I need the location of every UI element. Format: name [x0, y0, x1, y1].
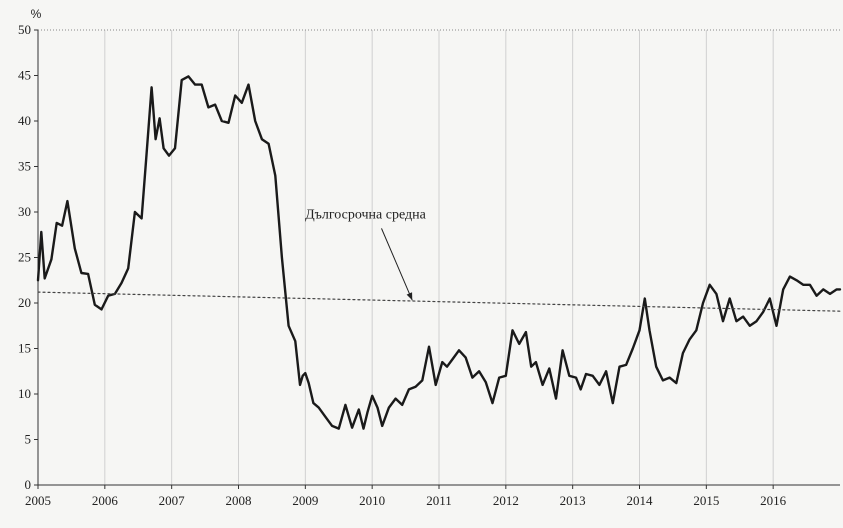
- annotation-arrow-line: [381, 228, 413, 301]
- x-tick-label: 2012: [493, 493, 519, 508]
- annotation-label: Дългосрочна средна: [305, 207, 426, 222]
- x-tick-label: 2016: [760, 493, 787, 508]
- x-tick-label: 2010: [359, 493, 385, 508]
- long-term-average-line: [37, 291, 841, 312]
- x-tick-label: 2008: [226, 493, 252, 508]
- x-tick-label: 2011: [426, 493, 452, 508]
- y-tick-label: 40: [18, 113, 31, 128]
- data-series-line: [36, 75, 842, 430]
- x-tick-label: 2013: [560, 493, 586, 508]
- annotation-arrowhead: [406, 292, 413, 301]
- y-tick-label: 0: [25, 477, 32, 492]
- x-tick-label: 2006: [92, 493, 119, 508]
- y-axis-unit-label: %: [31, 7, 42, 21]
- y-tick-label: 10: [18, 386, 31, 401]
- y-tick-label: 25: [18, 250, 31, 265]
- x-tick-label: 2009: [292, 493, 318, 508]
- x-tick-label: 2015: [693, 493, 719, 508]
- y-tick-label: 35: [18, 159, 31, 174]
- y-tick-label: 50: [18, 22, 31, 37]
- y-tick-label: 20: [18, 295, 31, 310]
- x-tick-label: 2007: [159, 493, 186, 508]
- y-tick-label: 45: [18, 68, 31, 83]
- x-tick-label: 2014: [627, 493, 654, 508]
- y-tick-group: 0 5 10 15 20 25 30 35 40 45 50: [18, 22, 38, 492]
- y-tick-label: 5: [25, 432, 32, 447]
- series-group: [36, 75, 842, 430]
- y-tick-label: 30: [18, 204, 31, 219]
- x-tick-group: 2005 2006 2007 2008 2009 2010 2011 2012 2013 2014…: [25, 485, 787, 508]
- x-tick-label: 2005: [25, 493, 51, 508]
- annotation-group: Дългосрочна средна: [305, 207, 427, 301]
- vertical-gridlines: [104, 30, 774, 485]
- y-tick-label: 15: [18, 341, 31, 356]
